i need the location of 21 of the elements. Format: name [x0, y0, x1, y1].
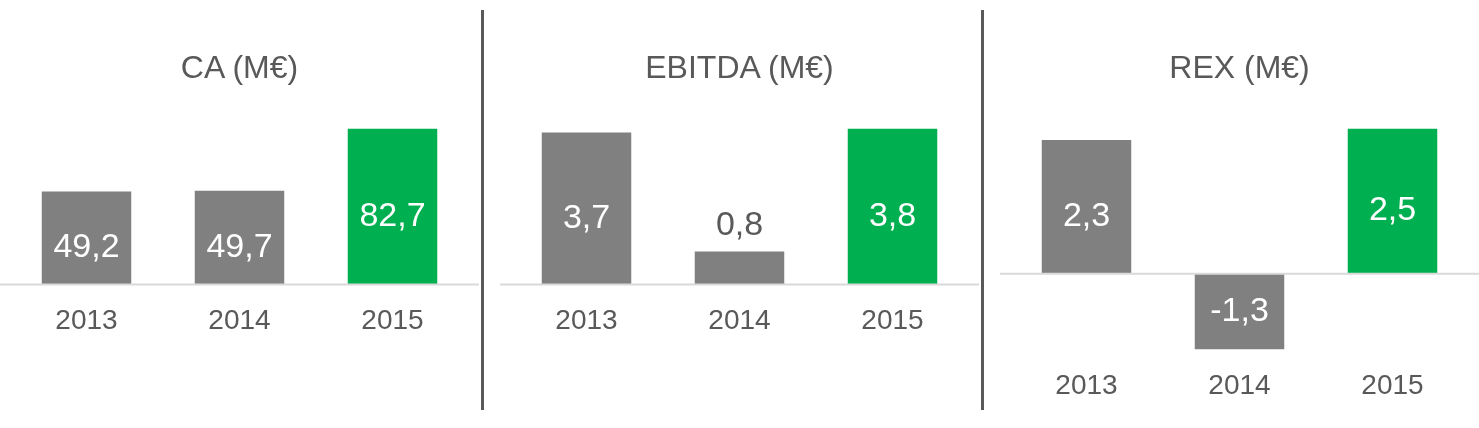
x-tick-label: 2015 — [1361, 368, 1424, 400]
x-tick-label: 2015 — [861, 303, 924, 335]
data-label: 3,7 — [562, 196, 611, 235]
data-label: 3,8 — [868, 194, 917, 233]
chart-title: EBITDA (M€) — [645, 49, 834, 86]
x-tick-label: 2013 — [55, 303, 118, 335]
data-label: 49,2 — [53, 226, 120, 265]
x-tick-label: 2014 — [1208, 368, 1271, 400]
data-label: 49,7 — [206, 225, 273, 264]
chart-title: CA (M€) — [180, 49, 299, 86]
x-tick-label: 2015 — [361, 303, 424, 335]
data-label: 2,5 — [1368, 189, 1417, 228]
chart-title: REX (M€) — [1169, 49, 1310, 86]
x-tick-label: 2013 — [555, 303, 618, 335]
x-tick-label: 2013 — [1055, 368, 1118, 400]
data-label: -1,3 — [1210, 289, 1269, 328]
data-label: 0,8 — [715, 203, 764, 242]
x-tick-label: 2014 — [708, 303, 771, 335]
data-label: 2,3 — [1062, 195, 1111, 234]
data-label: 82,7 — [359, 194, 426, 233]
x-tick-label: 2014 — [208, 303, 271, 335]
